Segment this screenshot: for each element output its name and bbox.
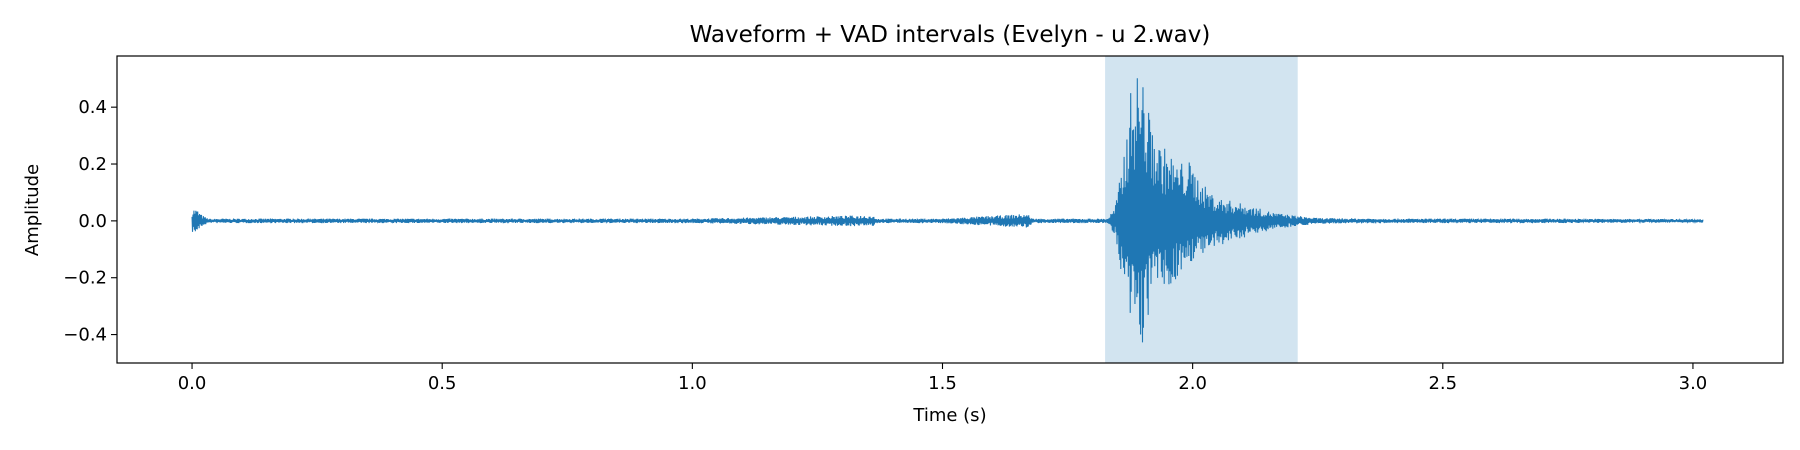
waveform-line <box>191 78 1704 343</box>
x-tick-label: 3.0 <box>1679 373 1708 394</box>
y-axis-label: Amplitude <box>22 164 43 256</box>
y-tick-label: −0.2 <box>63 268 107 289</box>
x-tick-label: 1.5 <box>928 373 957 394</box>
x-axis-label: Time (s) <box>912 405 986 426</box>
chart-title: Waveform + VAD intervals (Evelyn - u 2.w… <box>690 22 1211 48</box>
y-tick-label: −0.4 <box>63 325 107 346</box>
y-tick-label: 0.4 <box>78 97 107 118</box>
x-tick-label: 2.5 <box>1428 373 1457 394</box>
y-tick-label: 0.2 <box>78 154 107 175</box>
x-axis-ticks: 0.0 0.5 1.0 1.5 2.0 2.5 3.0 <box>178 363 1708 394</box>
x-tick-label: 0.0 <box>178 373 207 394</box>
x-tick-label: 0.5 <box>428 373 457 394</box>
axes-frame <box>116 55 1784 364</box>
waveform-series <box>191 78 1704 343</box>
x-tick-label: 2.0 <box>1178 373 1207 394</box>
y-axis-ticks: −0.4 −0.2 0.0 0.2 0.4 <box>63 97 117 346</box>
y-tick-label: 0.0 <box>78 211 107 232</box>
x-tick-label: 1.0 <box>678 373 707 394</box>
